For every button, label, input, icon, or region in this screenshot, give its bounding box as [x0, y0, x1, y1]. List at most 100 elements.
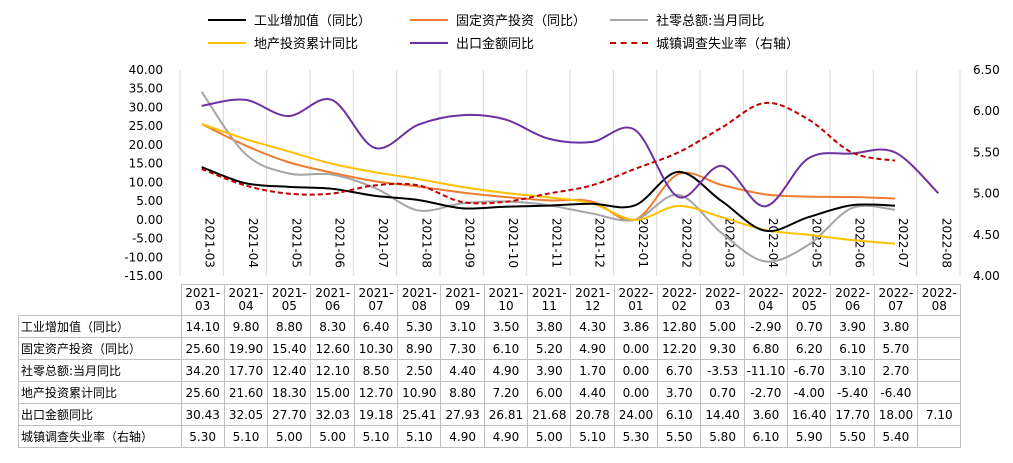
- table-cell: 5.10: [570, 425, 615, 448]
- x-tick-label: 2021-07: [376, 218, 390, 268]
- table-cell: 4.90: [440, 425, 485, 448]
- x-tick-label: 2022-05: [809, 218, 823, 268]
- header-month: 04: [758, 299, 774, 313]
- table-cell: 1.70: [570, 359, 615, 382]
- table-cell: 6.80: [743, 337, 789, 360]
- table-cell: 3.60: [743, 403, 789, 426]
- table-cell: -3.53: [700, 359, 745, 382]
- table-cell: -4.00: [787, 381, 832, 404]
- table-row: 工业增加值（同比） 14.10 9.80 8.80 8.30 6.40 5.30 3.10 3.…: [18, 315, 962, 338]
- legend-label: 工业增加值（同比）: [254, 14, 372, 29]
- table-cell: 17.70: [830, 403, 875, 426]
- x-tick-label: 2022-03: [723, 218, 737, 268]
- table-cell: 14.10: [180, 315, 225, 338]
- table-cell: 8.50: [353, 359, 399, 382]
- table-cell: 0.00: [613, 337, 659, 360]
- legend-swatch: [410, 41, 448, 44]
- x-tick-label: 2022-02: [679, 218, 693, 268]
- legend-item: 出口金额同比: [410, 33, 534, 52]
- header-year: 2021-: [575, 286, 611, 300]
- series-line-1: [201, 123, 896, 222]
- table-cell: 0.70: [787, 315, 832, 338]
- table-header-cell: 2021- 09: [440, 284, 485, 316]
- y-left-tick-label: -15.00: [124, 269, 163, 283]
- table-cell: 5.00: [700, 315, 745, 338]
- header-month: 09: [454, 299, 471, 313]
- table-cell: 5.10: [223, 425, 269, 448]
- table-cell: 7.10: [917, 403, 962, 426]
- chart: 40.00 35.00 30.00 25.00 20.00 15.00 10.00 5.00 0…: [124, 63, 999, 283]
- table-cell: 18.30: [267, 381, 312, 404]
- table-cell: 5.80: [700, 425, 745, 448]
- table-cell: 19.18: [353, 403, 399, 426]
- table-cell: -2.90: [743, 315, 789, 338]
- table-row: 出口金额同比 30.43 32.05 27.70 32.03 19.18 25.41 27.9…: [18, 403, 962, 426]
- table-header-cell: 2021- 03: [180, 284, 225, 316]
- header-year: 2022-: [661, 286, 697, 300]
- table-cell: -11.10: [743, 359, 789, 382]
- header-month: 06: [325, 299, 341, 313]
- table-cell: 19.90: [223, 337, 269, 360]
- legend-swatch: [208, 41, 246, 44]
- table-cell: 5.00: [310, 425, 355, 448]
- table-header-cell: 2021- 06: [310, 284, 355, 316]
- table-cell: 3.80: [873, 315, 919, 338]
- header-year: 2021-: [401, 286, 437, 300]
- header-month: 03: [714, 299, 731, 313]
- table-header-cell: 2021- 04: [223, 284, 269, 316]
- legend-label: 社零总额:当月同比: [656, 14, 765, 29]
- table-header-cell: 2022- 03: [700, 284, 745, 316]
- table-cell: -6.70: [787, 359, 832, 382]
- table-header-cell: 2022- 08: [917, 284, 962, 316]
- table-cell: 25.60: [180, 381, 225, 404]
- header-month: 03: [195, 299, 211, 313]
- table-row: 地产投资累计同比 25.60 21.60 18.30 15.00 12.70 10.90 8.…: [18, 381, 962, 404]
- y-left-tick-label: 10.00: [129, 175, 163, 189]
- header-month: 02: [671, 299, 687, 313]
- header-year: 2022-: [748, 286, 784, 300]
- table-cell: 5.40: [873, 425, 919, 448]
- table-cell: 6.10: [483, 337, 529, 360]
- header-year: 2021-: [531, 286, 567, 300]
- table-cell: 3.70: [657, 381, 702, 404]
- header-year: 2022-: [878, 286, 914, 300]
- x-tick-label: 2022-06: [853, 218, 867, 268]
- legend-item: 固定资产投资（同比）: [410, 10, 586, 29]
- legend-label: 出口金额同比: [456, 37, 535, 52]
- table-cell: 21.68: [527, 403, 572, 426]
- table-cell: 16.40: [787, 403, 832, 426]
- table-header-cell: 2022- 06: [830, 284, 875, 316]
- y-left-tick-label: 30.00: [129, 100, 163, 114]
- x-tick-label: 2021-11: [549, 218, 563, 268]
- table-cell: [917, 337, 962, 360]
- header-month: 10: [498, 299, 514, 313]
- table-header-cell: 2022- 02: [657, 284, 702, 316]
- table-cell: 21.60: [223, 381, 269, 404]
- table-cell: 25.41: [397, 403, 442, 426]
- legend-label: 固定资产投资（同比）: [456, 14, 587, 29]
- legend-item: 社零总额:当月同比: [610, 10, 764, 29]
- table-cell: 25.60: [180, 337, 225, 360]
- table-cell: -2.70: [743, 381, 789, 404]
- table-cell: 12.70: [353, 381, 399, 404]
- table-cell: 8.80: [440, 381, 485, 404]
- table-row: 固定资产投资（同比） 25.60 19.90 15.40 12.60 10.30 8.90 7…: [18, 337, 962, 360]
- table-cell: 8.90: [397, 337, 442, 360]
- table-cell: 6.00: [527, 381, 572, 404]
- header-year: 2022-: [618, 286, 654, 300]
- legend: 工业增加值（同比） 固定资产投资（同比） 社零总额:当月同比 地产投资累计同比 出口金额…: [0, 0, 1013, 60]
- header-year: 2022-: [705, 286, 741, 300]
- table-cell: 0.70: [700, 381, 745, 404]
- table-cell: [917, 425, 962, 448]
- header-year: 2021-: [315, 286, 351, 300]
- table-cell: 3.10: [440, 315, 485, 338]
- table-header-cell: 2022- 04: [743, 284, 789, 316]
- header-month: 08: [411, 299, 427, 313]
- legend-item: 工业增加值（同比）: [208, 10, 371, 29]
- table-cell: 27.70: [267, 403, 312, 426]
- table-cell: 17.70: [223, 359, 269, 382]
- table-row: 城镇调查失业率（右轴） 5.30 5.10 5.00 5.00 5.10 5.10 4.90 4…: [18, 425, 962, 448]
- table-cell: 15.00: [310, 381, 355, 404]
- table-cell: 8.30: [310, 315, 355, 338]
- table-cell: 4.90: [483, 425, 529, 448]
